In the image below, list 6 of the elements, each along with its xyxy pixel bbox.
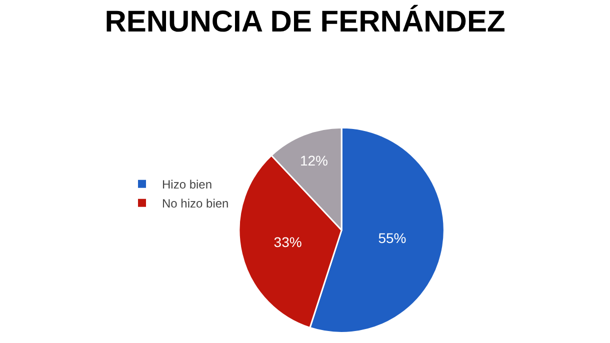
data-label: 33%: [274, 234, 302, 250]
chart-title: RENUNCIA DE FERNÁNDEZ: [104, 4, 506, 38]
legend-label: No hizo bien: [162, 196, 229, 211]
data-label: 12%: [300, 152, 328, 168]
legend-label: Hizo bien: [162, 178, 212, 192]
data-label: 55%: [378, 230, 406, 246]
